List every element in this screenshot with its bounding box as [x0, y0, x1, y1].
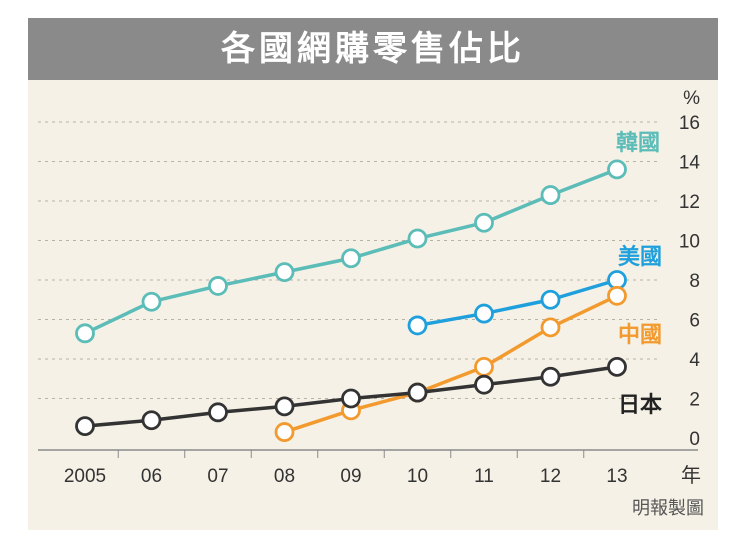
data-point-0-11 [474, 212, 494, 233]
y-tick-label-6: 6 [689, 311, 700, 332]
series-label-3: 日本 [618, 393, 662, 418]
data-point-2-11 [474, 356, 494, 377]
y-tick-label-0: 0 [689, 429, 700, 450]
data-point-0-13 [607, 159, 627, 180]
x-tick-label-10: 10 [407, 466, 428, 487]
chart-frame: 各國網購零售佔比 2005 06 07 08 09 10 11 12 13 年 0 2 4 6 8 10 12 1… [28, 18, 718, 530]
y-tick-label-4: 4 [689, 350, 700, 371]
data-point-3-08 [274, 396, 295, 417]
series-line-1 [417, 278, 618, 328]
data-point-2-12 [540, 317, 561, 338]
y-tick-label-2: 2 [689, 390, 700, 411]
chart-title: 各國網購零售佔比 [221, 29, 525, 69]
data-point-3-12 [540, 366, 561, 387]
data-point-1-10 [407, 315, 428, 336]
data-point-3-13 [607, 356, 627, 377]
line-chart: 2005 06 07 08 09 10 11 12 13 年 0 2 4 6 8 10 12 14 16% 韓國美國中… [38, 88, 704, 519]
x-tick-label-13: 13 [606, 466, 627, 487]
y-tick-label-12: 12 [679, 192, 700, 213]
data-point-0-09 [341, 248, 361, 269]
x-tick-label-12: 12 [540, 466, 561, 487]
title-bar [28, 18, 718, 80]
x-tick-label-2005: 2005 [64, 466, 106, 487]
data-point-3-06 [141, 410, 162, 431]
data-point-0-10 [407, 228, 428, 249]
series-line-2 [283, 294, 618, 434]
series-label-1: 美國 [618, 244, 662, 270]
series-label-2: 中國 [618, 323, 662, 348]
data-point-2-08 [274, 422, 295, 442]
y-tick-label-14: 14 [679, 153, 701, 174]
x-tick-label-11: 11 [474, 466, 494, 487]
y-tick-label-10: 10 [679, 232, 700, 253]
y-unit-label: % [683, 88, 700, 109]
data-point-2-13 [607, 285, 627, 306]
data-point-0-07 [208, 276, 228, 296]
data-point-3-09 [341, 388, 361, 409]
x-tick-label-07: 07 [207, 466, 228, 487]
data-point-0-06 [141, 291, 162, 312]
x-unit-label: 年 [681, 463, 701, 487]
y-tick-label-8: 8 [689, 271, 700, 292]
x-tick-label-09: 09 [340, 466, 361, 487]
data-point-1-12 [540, 289, 561, 310]
credit-label: 明報製圖 [632, 498, 704, 519]
data-point-3-10 [407, 382, 428, 403]
data-point-0-2005 [75, 323, 95, 344]
y-tick-label-16: 16 [679, 113, 700, 134]
data-point-0-12 [540, 185, 561, 205]
x-tick-label-08: 08 [274, 466, 295, 487]
series-label-0: 韓國 [616, 130, 660, 156]
data-point-3-2005 [75, 416, 95, 437]
data-point-3-07 [208, 402, 228, 423]
x-tick-label-06: 06 [141, 466, 162, 487]
data-point-3-11 [474, 374, 494, 395]
data-point-0-08 [274, 262, 295, 283]
data-point-1-11 [474, 303, 494, 324]
